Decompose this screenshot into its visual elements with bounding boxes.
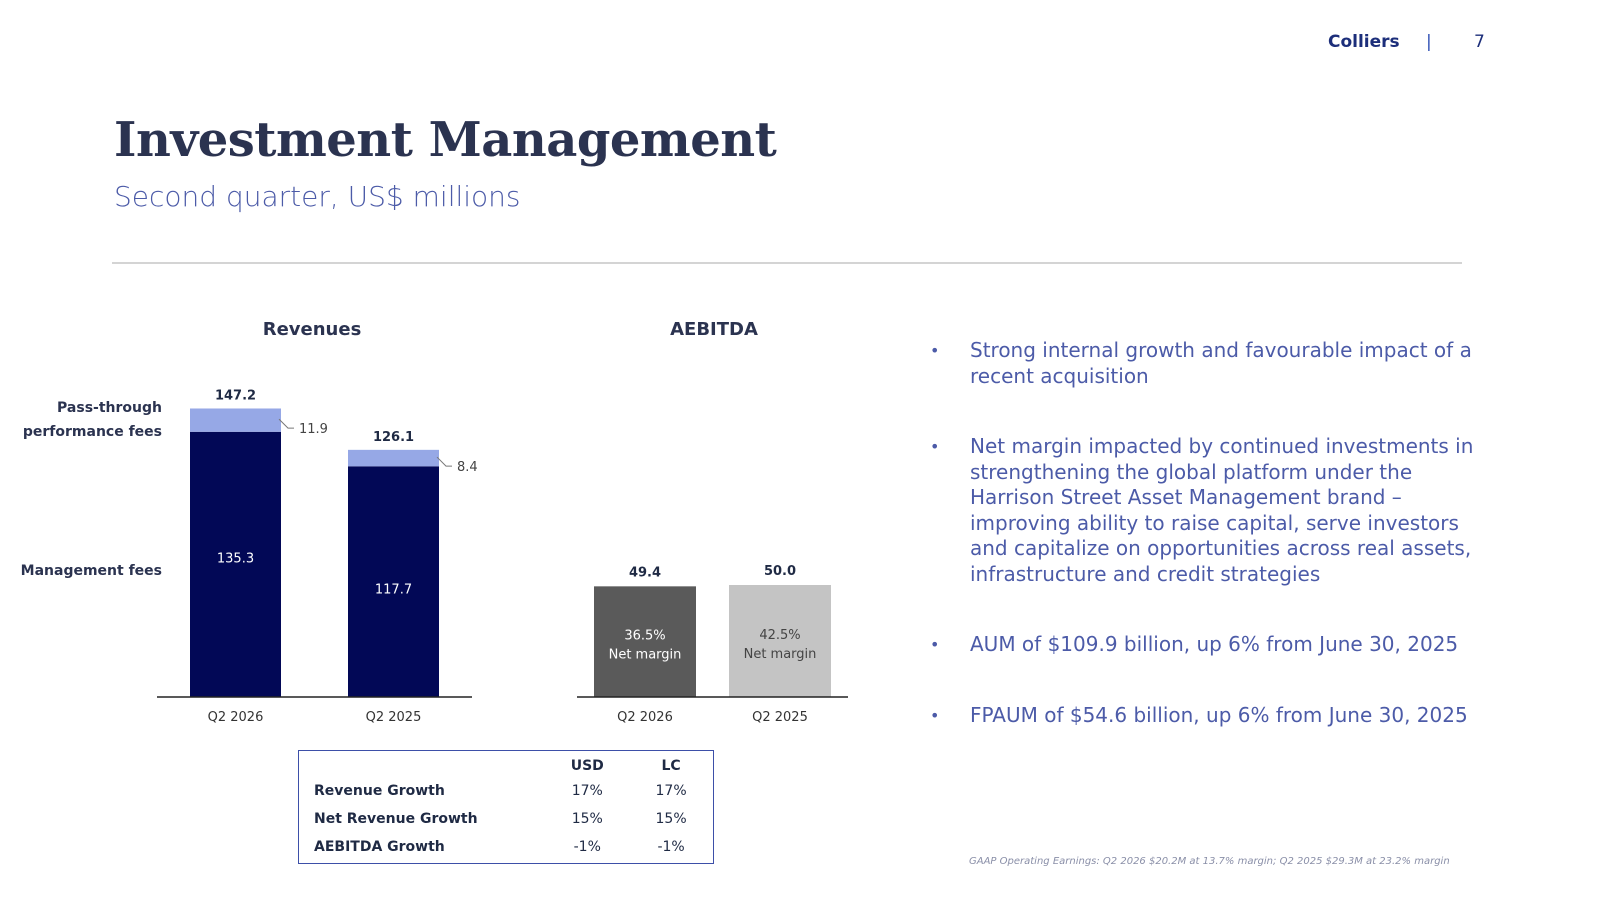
growth-row-lc: 15% xyxy=(655,811,687,827)
pass-through-value: 8.4 xyxy=(457,460,478,475)
charts-area: Revenues Pass-through performance fees M… xyxy=(21,319,848,725)
list-item: • Net margin impacted by continued invest… xyxy=(930,434,1500,587)
aebitda-value-label: 50.0 xyxy=(764,564,796,579)
growth-table: USD LC Revenue Growth 17% 17% Net Revenu… xyxy=(298,750,714,864)
highlights-list: • Strong internal growth and favourable i… xyxy=(930,338,1500,728)
growth-row-label: Net Revenue Growth xyxy=(314,811,478,827)
net-margin-value: 36.5% xyxy=(624,629,665,644)
growth-table-header-blank xyxy=(299,755,545,777)
page-subtitle: Second quarter, US$ millions xyxy=(114,180,521,213)
bullet-text: AUM of $109.9 billion, up 6% from June 3… xyxy=(970,632,1459,656)
x-tick-label: Q2 2026 xyxy=(208,710,264,725)
x-tick-label: Q2 2026 xyxy=(617,710,673,725)
growth-row-usd: 17% xyxy=(571,783,603,799)
bullet-icon: • xyxy=(930,705,940,725)
aebitda-bar xyxy=(594,586,696,697)
aebitda-bar xyxy=(729,585,831,697)
list-item: • AUM of $109.9 billion, up 6% from June … xyxy=(930,632,1500,658)
management-fees-value: 135.3 xyxy=(217,551,254,566)
legend-management-fees: Management fees xyxy=(21,563,162,579)
x-tick-label: Q2 2025 xyxy=(366,710,422,725)
revenues-bars: 135.3 147.2 11.9 Q2 2026 117.7 126.1 8.4 Q2 202… xyxy=(190,388,478,725)
bullet-text: FPAUM of $54.6 billion, up 6% from June … xyxy=(970,702,1468,727)
table-row: Revenue Growth 17% 17% xyxy=(299,777,713,805)
aebitda-chart-title: AEBITDA xyxy=(670,319,758,340)
bullet-text: Strong internal growth and favourable im… xyxy=(970,338,1472,388)
header-separator: | xyxy=(1426,32,1432,52)
net-margin-value: 42.5% xyxy=(759,628,800,643)
revenues-chart-title: Revenues xyxy=(263,319,362,340)
list-item: • Strong internal growth and favourable i… xyxy=(930,338,1500,389)
growth-row-usd: -1% xyxy=(573,839,601,855)
legend-pass-through-line1: Pass-through xyxy=(57,400,162,416)
bullet-icon: • xyxy=(930,341,940,360)
growth-table-header-lc: LC xyxy=(661,758,681,774)
bullet-icon: • xyxy=(930,437,940,456)
net-margin-label: Net margin xyxy=(609,648,682,663)
footnote: GAAP Operating Earnings: Q2 2026 $20.2M … xyxy=(969,856,1450,867)
revenue-total-label: 126.1 xyxy=(373,430,414,445)
legend-pass-through-line2: performance fees xyxy=(23,424,162,440)
management-fees-bar xyxy=(348,466,439,697)
list-item: • FPAUM of $54.6 billion, up 6% from June… xyxy=(930,703,1500,729)
pass-through-value: 11.9 xyxy=(299,422,328,437)
management-fees-value: 117.7 xyxy=(375,583,412,598)
growth-row-usd: 15% xyxy=(571,811,603,827)
management-fees-bar xyxy=(190,431,281,697)
aebitda-value-label: 49.4 xyxy=(629,565,661,580)
growth-row-lc: -1% xyxy=(657,839,685,855)
page-title: Investment Management xyxy=(114,112,777,168)
title-divider xyxy=(112,262,1462,264)
table-row: Net Revenue Growth 15% 15% xyxy=(299,805,713,833)
pass-through-leader-line xyxy=(436,456,452,467)
x-tick-label: Q2 2025 xyxy=(752,710,808,725)
bullet-icon: • xyxy=(930,635,940,654)
pass-through-bar xyxy=(190,408,281,432)
pass-through-leader-line xyxy=(278,418,294,429)
growth-table-header-usd: USD xyxy=(570,758,604,774)
pass-through-bar xyxy=(348,449,439,467)
growth-row-lc: 17% xyxy=(655,783,687,799)
net-margin-label: Net margin xyxy=(744,647,817,662)
aebitda-bars: 49.4 36.5% Net margin Q2 2026 50.0 42.5% Net m… xyxy=(594,564,831,725)
table-row: AEBITDA Growth -1% -1% xyxy=(299,833,713,861)
header-brand: Colliers xyxy=(1328,32,1400,52)
growth-row-label: AEBITDA Growth xyxy=(314,839,445,855)
page-number: 7 xyxy=(1474,32,1485,52)
bullet-text: Net margin impacted by continued investm… xyxy=(970,434,1474,586)
growth-row-label: Revenue Growth xyxy=(314,783,445,799)
revenue-total-label: 147.2 xyxy=(215,388,256,403)
